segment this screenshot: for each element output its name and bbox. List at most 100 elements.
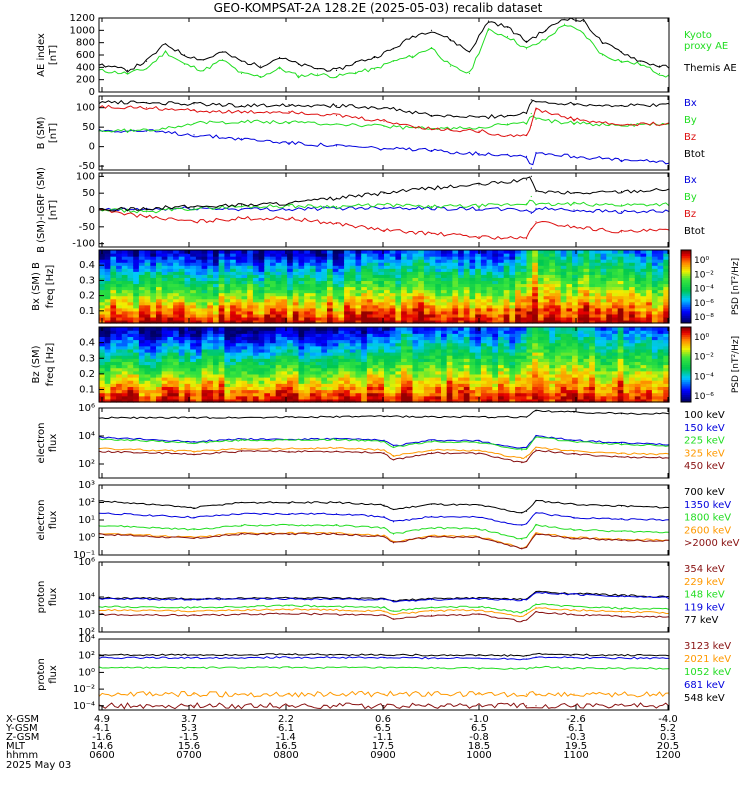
spectrogram-cell bbox=[110, 395, 117, 400]
spectrogram-cell bbox=[617, 386, 624, 391]
spectrogram-cell bbox=[389, 313, 396, 318]
series-ae-1 bbox=[98, 17, 670, 73]
spectrogram-cell bbox=[104, 327, 111, 331]
spectrogram-cell bbox=[378, 389, 385, 394]
spectrogram-cell bbox=[583, 395, 590, 400]
spectrogram-cell bbox=[663, 259, 670, 263]
spectrogram-cell bbox=[555, 253, 562, 257]
spectrogram-cell bbox=[292, 358, 300, 362]
spectrogram-cell bbox=[503, 355, 510, 359]
spectrogram-cell bbox=[349, 370, 357, 375]
spectrogram-cell bbox=[395, 289, 402, 294]
spectrogram-cell bbox=[178, 348, 186, 353]
spectrogram-cell bbox=[235, 395, 243, 400]
spectrogram-cell bbox=[355, 310, 362, 315]
spectrogram-cell bbox=[230, 262, 237, 266]
spectrogram-cell bbox=[230, 268, 237, 272]
spectrogram-cell bbox=[338, 265, 345, 269]
spectrogram-cell bbox=[384, 383, 391, 387]
spectrogram-cell bbox=[594, 342, 602, 347]
spectrogram-cell bbox=[543, 386, 550, 391]
spectrogram-cell bbox=[99, 313, 106, 318]
spectrogram-cell bbox=[258, 333, 265, 337]
spectrogram-cell bbox=[121, 250, 129, 254]
spectrogram-cell bbox=[412, 336, 419, 341]
spectrogram-cell bbox=[213, 271, 220, 275]
spectrogram-cell bbox=[247, 271, 254, 275]
spectrogram-cell bbox=[99, 265, 106, 269]
spectrogram-cell bbox=[116, 330, 123, 334]
spectrogram-cell bbox=[543, 355, 550, 359]
spectrogram-cell bbox=[184, 352, 191, 356]
spectrogram-cell bbox=[218, 277, 225, 282]
spectrogram-cell bbox=[606, 364, 613, 369]
spectrogram-cell bbox=[264, 301, 271, 306]
spectrogram-cell bbox=[384, 250, 391, 254]
spectrogram-cell bbox=[344, 352, 351, 356]
spectrogram-cell bbox=[406, 383, 414, 387]
spectrogram-cell bbox=[446, 380, 453, 384]
spectrogram-cell bbox=[178, 265, 186, 269]
spectrogram-cell bbox=[509, 289, 516, 294]
spectrogram-cell bbox=[429, 333, 436, 337]
spectrogram-cell bbox=[389, 250, 396, 254]
spectrogram-cell bbox=[486, 361, 493, 366]
spectrogram-cell bbox=[292, 398, 300, 403]
spectrogram-cell bbox=[606, 386, 613, 391]
spectrogram-cell bbox=[469, 280, 476, 285]
spectrogram-cell bbox=[230, 292, 237, 297]
spectrogram-cell bbox=[600, 370, 607, 375]
spectrogram-cell bbox=[173, 370, 180, 375]
spectrogram-cell bbox=[600, 307, 607, 312]
spectrogram-cell bbox=[304, 289, 311, 294]
spectrogram-cell bbox=[389, 327, 396, 331]
spectrogram-cell bbox=[327, 253, 334, 257]
spectrogram-cell bbox=[332, 377, 339, 381]
spectrogram-cell bbox=[651, 250, 659, 254]
spectrogram-cell bbox=[389, 364, 396, 369]
spectrogram-cell bbox=[435, 286, 442, 291]
spectrogram-cell bbox=[321, 307, 328, 312]
spectrogram-cell bbox=[555, 352, 562, 356]
spectrogram-cell bbox=[366, 283, 374, 288]
spectrogram-cell bbox=[315, 259, 322, 263]
spectrogram-cell bbox=[594, 271, 602, 275]
spectrogram-cell bbox=[452, 355, 459, 359]
spectrogram-cell bbox=[184, 377, 191, 381]
spectrogram-cell bbox=[161, 307, 168, 312]
spectrogram-cell bbox=[463, 398, 471, 403]
data-point bbox=[430, 206, 433, 208]
spectrogram-cell bbox=[292, 339, 300, 344]
spectrogram-cell bbox=[104, 268, 111, 272]
spectrogram-cell bbox=[156, 364, 163, 369]
spectrogram-cell bbox=[270, 355, 277, 359]
data-point bbox=[620, 124, 623, 126]
spectrogram-cell bbox=[577, 380, 585, 384]
spectrogram-cell bbox=[201, 274, 208, 278]
spectrogram-cell bbox=[156, 250, 163, 254]
spectrogram-cell bbox=[452, 295, 459, 300]
spectrogram-cell bbox=[327, 398, 334, 403]
spectrogram-cell bbox=[663, 304, 670, 309]
spectrogram-cell bbox=[589, 355, 596, 359]
spectrogram-cell bbox=[663, 265, 670, 269]
spectrogram-cell bbox=[401, 327, 408, 331]
spectrogram-cell bbox=[594, 336, 602, 341]
spectrogram-cell bbox=[606, 370, 613, 375]
spectrogram-cell bbox=[577, 259, 585, 263]
spectrogram-cell bbox=[537, 395, 545, 400]
spectrogram-cell bbox=[458, 336, 465, 341]
spectrogram-cell bbox=[110, 253, 117, 257]
spectrogram-cell bbox=[378, 373, 385, 378]
spectrogram-cell bbox=[458, 307, 465, 312]
spectrogram-cell bbox=[589, 342, 596, 347]
spectrogram-cell bbox=[515, 380, 522, 384]
spectrogram-cell bbox=[629, 283, 636, 288]
spectrogram-cell bbox=[560, 292, 567, 297]
spectrogram-cell bbox=[520, 265, 528, 269]
spectrogram-cell bbox=[309, 395, 317, 400]
spectrogram-cell bbox=[201, 277, 208, 282]
spectrogram-cell bbox=[338, 271, 345, 275]
spectrogram-cell bbox=[218, 262, 225, 266]
